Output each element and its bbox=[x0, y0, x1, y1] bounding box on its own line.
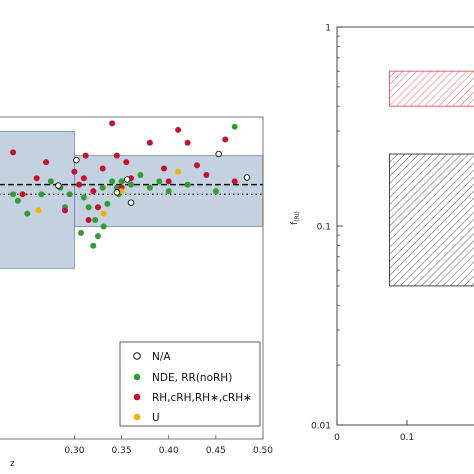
point-2e9e2e-25 bbox=[231, 123, 238, 130]
point-c8102e-23 bbox=[95, 204, 101, 211]
point-2e9e2e-22 bbox=[165, 188, 172, 195]
point-c8102e-22 bbox=[82, 152, 89, 159]
point-na-4 bbox=[243, 174, 251, 181]
point-2e9e2e-19 bbox=[137, 172, 144, 178]
point-2e9e2e-12 bbox=[95, 233, 101, 240]
point-2e9e2e-4 bbox=[47, 178, 54, 185]
point-c8102e-18 bbox=[194, 162, 200, 169]
point-c8102e-11 bbox=[109, 120, 116, 127]
point-c8102e-1 bbox=[19, 191, 26, 198]
point-2e9e2e-15 bbox=[109, 178, 116, 185]
point-2e9e2e-17 bbox=[118, 178, 125, 185]
legend-label-u: U bbox=[152, 412, 160, 424]
legend-marker-na bbox=[133, 352, 141, 360]
point-2e9e2e-1 bbox=[14, 197, 21, 204]
point-2e9e2e-0 bbox=[10, 191, 17, 198]
left-x-axis-label: z bbox=[10, 459, 15, 469]
legend-marker-nde bbox=[133, 373, 141, 381]
point-c8102e-25 bbox=[161, 165, 167, 172]
point-na-0 bbox=[73, 156, 80, 164]
point-c8102e-14 bbox=[146, 139, 153, 146]
point-2e9e2e-28 bbox=[100, 223, 107, 230]
right-y-axis-label-sub: (RI) bbox=[294, 211, 301, 222]
left-plot-frame bbox=[0, 116, 264, 440]
x-tick-label-4: 0.50 bbox=[253, 446, 273, 456]
point-c8102e-16 bbox=[175, 126, 182, 133]
point-f0b400-3 bbox=[175, 168, 182, 175]
left-x-ticks: 0.30 0.35 0.40 0.45 0.50 bbox=[64, 435, 273, 456]
x-tick-label-3: 0.45 bbox=[206, 446, 226, 456]
point-c8102e-0 bbox=[10, 149, 17, 156]
legend-label-na: N/A bbox=[152, 351, 171, 363]
right-y-axis-label-main: f bbox=[290, 221, 300, 225]
point-c8102e-6 bbox=[76, 181, 83, 188]
hatched-region-1 bbox=[389, 153, 474, 287]
x-tick-label-0: 0.30 bbox=[64, 446, 84, 456]
point-2e9e2e-3 bbox=[38, 191, 45, 198]
point-c8102e-2 bbox=[33, 175, 40, 182]
point-2e9e2e-24 bbox=[212, 188, 219, 195]
point-2e9e2e-13 bbox=[99, 184, 106, 191]
legend-box bbox=[119, 341, 261, 427]
point-2e9e2e-10 bbox=[85, 204, 92, 211]
point-2e9e2e-11 bbox=[90, 242, 97, 249]
point-na-1 bbox=[123, 176, 131, 183]
point-c8102e-4 bbox=[62, 207, 68, 214]
point-2e9e2e-20 bbox=[146, 184, 153, 191]
hatched-regions bbox=[389, 70, 474, 287]
right-y-ticks: 0.01 0.1 1 bbox=[311, 24, 343, 432]
point-na-5 bbox=[113, 189, 121, 196]
point-f0b400-1 bbox=[100, 210, 107, 217]
legend-label-nde: NDE, RR(noRH) bbox=[152, 372, 232, 384]
point-c8102e-21 bbox=[231, 178, 238, 185]
legend: N/A NDE, RR(noRH) RH,cRH,RH∗,cRH∗ U bbox=[119, 341, 261, 427]
scatter-points bbox=[10, 120, 251, 249]
point-c8102e-19 bbox=[203, 172, 210, 178]
point-c8102e-20 bbox=[222, 136, 229, 143]
right-x-tick-label-0: 0 bbox=[334, 433, 340, 443]
point-c8102e-17 bbox=[184, 139, 191, 146]
right-x-tick-label-1: 0.1 bbox=[400, 433, 414, 443]
point-na-2 bbox=[127, 199, 135, 206]
point-f0b400-0 bbox=[35, 207, 42, 214]
point-c8102e-3 bbox=[43, 159, 50, 166]
point-c8102e-15 bbox=[165, 178, 172, 185]
left-scatter-panel: 0.30 0.35 0.40 0.45 0.50 z N/A NDE, RR(noRH)… bbox=[0, 116, 273, 469]
point-2e9e2e-9 bbox=[80, 194, 87, 201]
y-tick-label-2: 1 bbox=[325, 24, 331, 34]
point-2e9e2e-26 bbox=[78, 229, 84, 236]
hatched-region-0 bbox=[389, 70, 474, 107]
point-c8102e-5 bbox=[71, 168, 78, 175]
point-c8102e-10 bbox=[99, 165, 106, 172]
legend-label-rh: RH,cRH,RH∗,cRH∗ bbox=[152, 392, 252, 404]
point-2e9e2e-27 bbox=[92, 217, 99, 223]
point-na-3 bbox=[215, 150, 222, 158]
y-tick-label-0: 0.01 bbox=[311, 422, 331, 432]
right-log-panel: 0.010.11 0 0.1 f(RI) bbox=[290, 24, 474, 443]
point-2e9e2e-23 bbox=[184, 181, 191, 188]
point-na-6 bbox=[55, 182, 62, 189]
point-2e9e2e-18 bbox=[128, 181, 134, 188]
x-tick-label-1: 0.35 bbox=[112, 446, 132, 456]
legend-marker-rh bbox=[133, 393, 141, 401]
legend-marker-u bbox=[133, 413, 141, 421]
point-2e9e2e-21 bbox=[156, 178, 163, 185]
point-c8102e-7 bbox=[80, 175, 87, 182]
point-c8102e-9 bbox=[90, 188, 97, 195]
point-2e9e2e-7 bbox=[66, 191, 73, 198]
point-2e9e2e-2 bbox=[24, 210, 31, 217]
y-tick-label-1: 0.1 bbox=[317, 223, 331, 233]
right-y-axis-label: f(RI) bbox=[290, 211, 301, 225]
point-c8102e-24 bbox=[123, 159, 130, 166]
x-tick-label-2: 0.40 bbox=[159, 446, 179, 456]
point-2e9e2e-14 bbox=[104, 200, 111, 207]
point-c8102e-8 bbox=[85, 217, 92, 223]
point-c8102e-26 bbox=[113, 152, 120, 159]
point-2e9e2e-16 bbox=[113, 184, 120, 191]
right-x-ticks: 0 0.1 bbox=[334, 420, 414, 443]
